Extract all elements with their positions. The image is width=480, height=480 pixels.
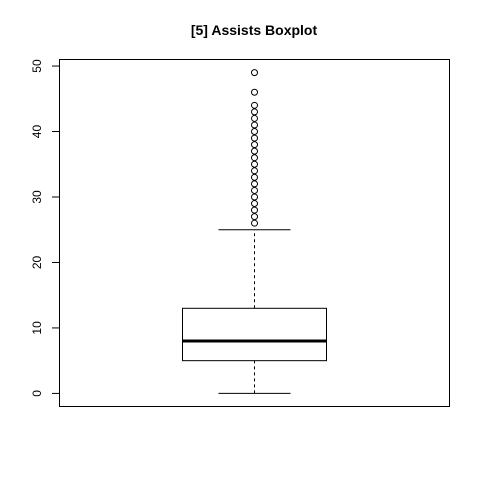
plot-frame — [59, 59, 450, 407]
outlier-point — [251, 180, 258, 188]
outlier-point — [251, 101, 258, 109]
outlier-point — [251, 154, 258, 162]
outlier-point — [251, 114, 258, 122]
outlier-point — [251, 121, 258, 129]
interquartile-box — [182, 307, 327, 362]
outlier-points — [251, 69, 258, 227]
outlier-point — [251, 108, 258, 116]
y-tick-label: 50 — [30, 59, 44, 73]
outlier-point — [251, 219, 258, 227]
y-tick-label: 10 — [30, 321, 44, 335]
outlier-point — [251, 173, 258, 181]
outlier-point — [251, 200, 258, 208]
outlier-point — [251, 206, 258, 214]
y-tick-label: 0 — [30, 390, 44, 397]
outlier-point — [251, 160, 258, 168]
y-axis: 0 10 20 30 40 50 — [30, 59, 60, 397]
outlier-point — [251, 193, 258, 201]
y-tick-label: 30 — [30, 190, 44, 204]
outlier-point — [251, 69, 258, 77]
y-tick-label: 20 — [30, 255, 44, 269]
boxplot — [182, 229, 327, 394]
outlier-point — [251, 141, 258, 149]
outlier-point — [251, 147, 258, 155]
outlier-point — [251, 88, 258, 96]
outlier-point — [251, 213, 258, 221]
outlier-point — [251, 134, 258, 142]
outlier-point — [251, 186, 258, 194]
y-tick-label: 40 — [30, 125, 44, 139]
outlier-point — [251, 128, 258, 136]
chart-title: [5] Assists Boxplot — [191, 22, 318, 38]
outlier-point — [251, 167, 258, 175]
